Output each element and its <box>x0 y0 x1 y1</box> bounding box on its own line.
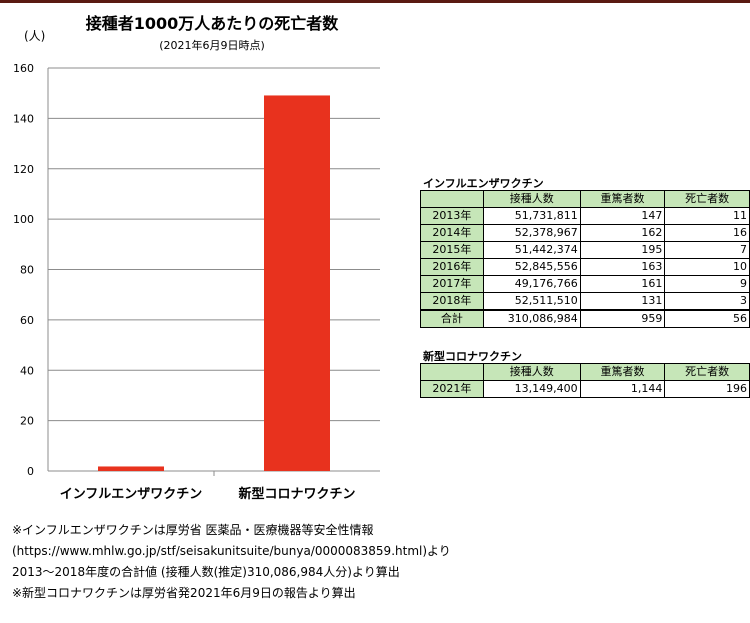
table-cell: 3 <box>664 292 750 311</box>
y-tick-label: 120 <box>13 163 34 176</box>
footnote-line: (https://www.mhlw.go.jp/stf/seisakunitsu… <box>12 544 451 558</box>
chart-subtitle: (2021年6月9日時点) <box>159 39 265 52</box>
flu-table: 接種人数 重篤者数 死亡者数 2013年 51,731,811 147 11 2014年 52,… <box>420 190 750 328</box>
table-row: 2013年 51,731,811 147 11 <box>420 207 750 225</box>
footnote-line: ※新型コロナワクチンは厚労省発2021年6月9日の報告より算出 <box>12 586 356 600</box>
row-label-cell: 2015年 <box>420 241 484 259</box>
y-tick-label: 100 <box>13 213 34 226</box>
table-header-cell: 重篤者数 <box>579 363 666 381</box>
y-tick-label: 0 <box>27 465 34 478</box>
y-axis-unit-label: (人) <box>24 29 46 43</box>
x-category-label: 新型コロナワクチン <box>238 486 355 502</box>
row-label-cell: 2017年 <box>420 275 484 293</box>
table-cell: 161 <box>579 275 666 293</box>
y-tick-label: 140 <box>13 112 34 125</box>
row-label-cell: 2021年 <box>420 380 484 398</box>
table-row: 2017年 49,176,766 161 9 <box>420 275 750 293</box>
table-cell: 52,511,510 <box>482 292 581 311</box>
bar-chart: 0 20 40 60 80 100 120 140 160 インフルエンザワクチン 新型コロナワクチ… <box>13 62 380 502</box>
table-total-row: 合計 310,086,984 959 56 <box>420 309 750 328</box>
table-cell: 147 <box>579 207 666 225</box>
bar <box>264 95 330 471</box>
table-cell: 49,176,766 <box>482 275 581 293</box>
y-tick-label: 20 <box>20 415 34 428</box>
table-cell: 11 <box>664 207 750 225</box>
table-cell: 52,845,556 <box>482 258 581 276</box>
table-cell: 16 <box>664 224 750 242</box>
table-cell: 1,144 <box>579 380 666 398</box>
table-cell: 52,378,967 <box>482 224 581 242</box>
covid-table-title: 新型コロナワクチン <box>423 350 522 363</box>
x-category-label: インフルエンザワクチン <box>60 487 203 502</box>
table-header-cell <box>420 363 484 381</box>
table-cell: 195 <box>579 241 666 259</box>
table-header-cell: 死亡者数 <box>664 363 750 381</box>
table-cell: 7 <box>664 241 750 259</box>
row-label-cell: 合計 <box>420 309 484 328</box>
y-tick-label: 80 <box>20 264 34 277</box>
table-cell: 163 <box>579 258 666 276</box>
table-cell: 56 <box>664 309 750 328</box>
row-label-cell: 2016年 <box>420 258 484 276</box>
footnote-line: ※インフルエンザワクチンは厚労省 医薬品・医療機器等安全性情報 <box>12 523 374 537</box>
table-row: 2015年 51,442,374 195 7 <box>420 241 750 259</box>
footnotes: ※インフルエンザワクチンは厚労省 医薬品・医療機器等安全性情報 (https:/… <box>12 520 451 604</box>
table-row: 2014年 52,378,967 162 16 <box>420 224 750 242</box>
table-cell: 51,442,374 <box>482 241 581 259</box>
y-tick-label: 160 <box>13 62 34 75</box>
table-cell: 959 <box>579 309 666 328</box>
table-header-cell <box>420 190 484 208</box>
table-header-cell: 重篤者数 <box>579 190 666 208</box>
table-row: 2018年 52,511,510 131 3 <box>420 292 750 311</box>
table-row: 2021年 13,149,400 1,144 196 <box>420 380 750 398</box>
table-cell: 9 <box>664 275 750 293</box>
table-header-cell: 接種人数 <box>482 363 581 381</box>
flu-table-title: インフルエンザワクチン <box>423 177 544 190</box>
table-cell: 51,731,811 <box>482 207 581 225</box>
y-tick-label: 60 <box>20 314 34 327</box>
table-cell: 196 <box>664 380 750 398</box>
table-cell: 13,149,400 <box>482 380 581 398</box>
row-label-cell: 2018年 <box>420 292 484 311</box>
table-cell: 162 <box>579 224 666 242</box>
top-border <box>0 0 750 3</box>
chart-title: 接種者1000万人あたりの死亡者数 <box>85 14 339 33</box>
y-tick-label: 40 <box>20 364 34 377</box>
table-row: 2016年 52,845,556 163 10 <box>420 258 750 276</box>
table-header-cell: 接種人数 <box>482 190 581 208</box>
row-label-cell: 2014年 <box>420 224 484 242</box>
footnote-line: 2013～2018年度の合計値 (接種人数(推定)310,086,984人分)よ… <box>12 565 400 579</box>
row-label-cell: 2013年 <box>420 207 484 225</box>
table-cell: 131 <box>579 292 666 311</box>
table-header-cell: 死亡者数 <box>664 190 750 208</box>
table-header-row: 接種人数 重篤者数 死亡者数 <box>420 363 750 381</box>
covid-table: 接種人数 重篤者数 死亡者数 2021年 13,149,400 1,144 196 <box>420 363 750 398</box>
table-header-row: 接種人数 重篤者数 死亡者数 <box>420 190 750 208</box>
bar <box>98 466 164 471</box>
table-cell: 10 <box>664 258 750 276</box>
table-cell: 310,086,984 <box>482 309 581 328</box>
